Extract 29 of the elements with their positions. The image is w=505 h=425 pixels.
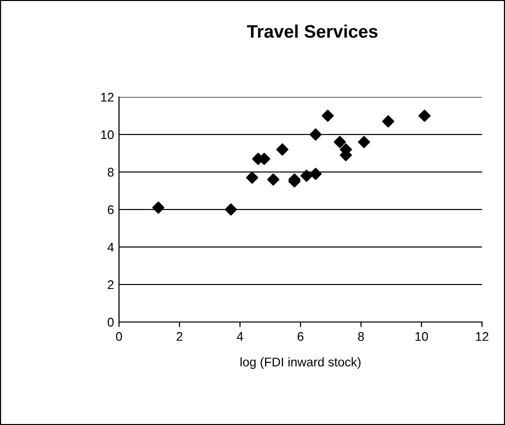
point xyxy=(310,168,322,180)
point xyxy=(322,110,334,122)
y-tick-label: 8 xyxy=(108,168,114,177)
point xyxy=(267,173,280,186)
point xyxy=(382,115,394,128)
point xyxy=(246,172,258,184)
x-tick-label: 2 xyxy=(176,332,182,341)
point xyxy=(276,143,288,156)
point xyxy=(152,202,164,214)
point xyxy=(224,203,237,216)
y-tick-label: 0 xyxy=(108,318,114,327)
x-tick-label: 6 xyxy=(298,332,304,341)
chart-title: Travel Services xyxy=(246,24,378,38)
y-tick-label: 4 xyxy=(107,242,114,252)
x-tick-label: 10 xyxy=(416,332,428,341)
y-tick-label: 6 xyxy=(108,205,114,214)
point xyxy=(300,170,313,182)
y-tick-label: 2 xyxy=(108,280,114,290)
x-tick-label: 12 xyxy=(476,332,488,341)
point xyxy=(418,110,431,122)
x-tick-label: 4 xyxy=(236,332,244,341)
point xyxy=(358,136,370,148)
x-axis-title: log (FDI inward stock) xyxy=(240,357,361,369)
y-tick-label: 10 xyxy=(101,130,114,140)
x-tick-label: 8 xyxy=(358,332,364,341)
point xyxy=(310,128,322,141)
point xyxy=(334,136,346,148)
x-tick-label: 0 xyxy=(116,332,122,341)
y-tick-label: 12 xyxy=(101,92,114,102)
